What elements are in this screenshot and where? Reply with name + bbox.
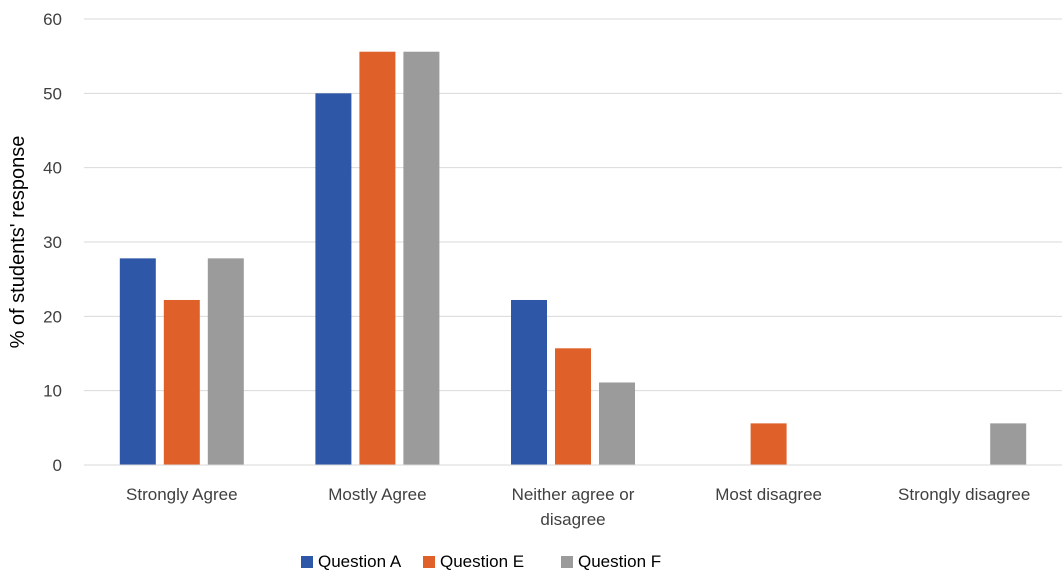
legend-label: Question E	[440, 552, 524, 571]
x-tick-label: Mostly Agree	[328, 485, 426, 504]
y-tick-label: 40	[43, 159, 62, 178]
x-tick-labels: Strongly Agree Mostly Agree Neither agree …	[126, 485, 1030, 529]
legend-swatch	[423, 556, 435, 568]
x-tick-label: Strongly disagree	[898, 485, 1030, 504]
y-tick-label: 50	[43, 84, 62, 103]
y-axis-title: % of students' response	[7, 136, 29, 349]
y-tick-label: 60	[43, 10, 62, 29]
bar	[359, 51, 396, 465]
x-tick-label: Strongly Agree	[126, 485, 238, 504]
legend-item: Question F	[561, 552, 661, 571]
x-tick-label-line: Strongly Agree	[126, 485, 238, 504]
y-tick-label: 20	[43, 307, 62, 326]
bar	[599, 382, 635, 465]
gridlines	[84, 18, 1062, 466]
legend-label: Question A	[318, 552, 402, 571]
x-tick-label-line: Mostly Agree	[328, 485, 426, 504]
series-question-a	[119, 93, 547, 465]
legend-swatch	[561, 556, 573, 568]
bar	[119, 258, 156, 465]
y-tick-label: 30	[43, 233, 62, 252]
bar	[555, 348, 591, 465]
x-tick-label-line: Most disagree	[715, 485, 822, 504]
series-question-e	[163, 51, 787, 465]
legend-item: Question A	[301, 552, 402, 571]
bars	[119, 51, 1027, 465]
legend-item: Question E	[423, 552, 524, 571]
y-tick-label: 10	[43, 382, 62, 401]
x-tick-label-line: disagree	[540, 510, 605, 529]
bar	[511, 299, 547, 465]
bar	[207, 258, 244, 465]
series-question-f	[207, 51, 1027, 465]
x-tick-label: Neither agree or disagree	[512, 485, 635, 529]
y-tick-label: 0	[53, 456, 62, 475]
x-tick-label: Most disagree	[715, 485, 822, 504]
bar	[750, 423, 787, 465]
bar	[990, 423, 1027, 465]
legend-label: Question F	[578, 552, 661, 571]
bar	[403, 51, 440, 465]
x-tick-label-line: Strongly disagree	[898, 485, 1030, 504]
legend: Question A Question E Question F	[301, 552, 661, 571]
x-tick-label-line: Neither agree or	[512, 485, 635, 504]
y-tick-labels: 0 10 20 30 40 50 60	[43, 10, 62, 475]
bar	[315, 93, 352, 465]
legend-swatch	[301, 556, 313, 568]
bar	[163, 299, 200, 465]
